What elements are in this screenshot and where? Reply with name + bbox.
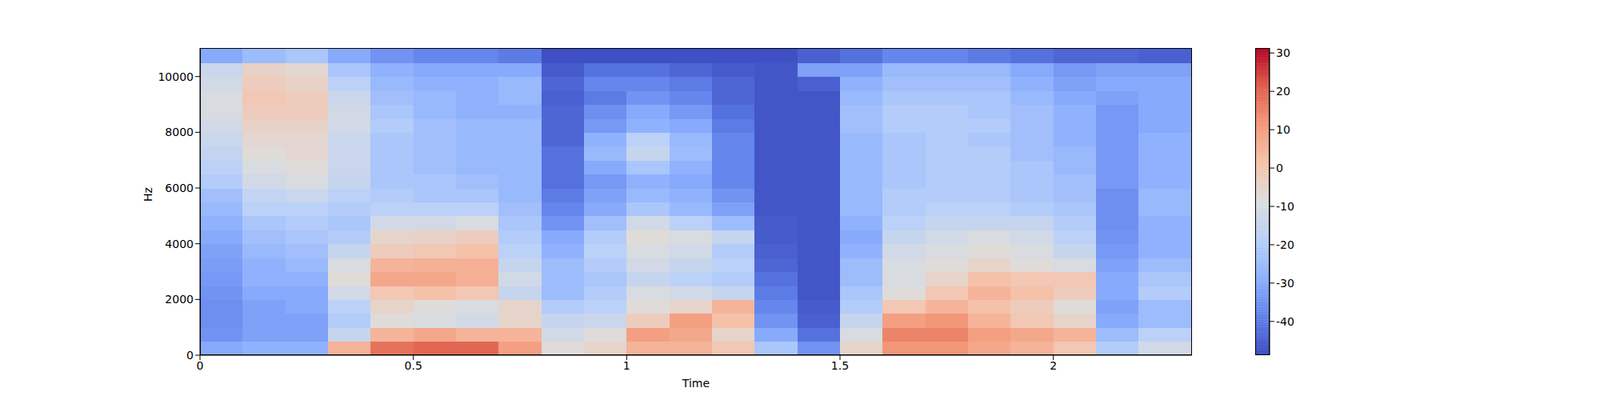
svg-text:20: 20 [1276,84,1291,98]
svg-text:0: 0 [196,359,204,372]
svg-text:-10: -10 [1276,200,1295,213]
svg-text:4000: 4000 [164,237,194,251]
svg-text:0.5: 0.5 [404,359,423,372]
svg-text:0: 0 [1276,161,1284,175]
svg-text:Time: Time [681,376,710,390]
svg-text:2000: 2000 [164,292,194,306]
svg-text:0: 0 [186,348,194,362]
svg-text:-20: -20 [1276,238,1295,252]
svg-text:1: 1 [623,359,631,372]
svg-text:30: 30 [1276,46,1291,60]
svg-text:10: 10 [1276,123,1291,136]
svg-text:-30: -30 [1276,276,1295,290]
svg-text:1.5: 1.5 [831,359,849,372]
svg-text:2: 2 [1049,359,1057,372]
svg-text:Hz: Hz [141,187,155,202]
svg-text:8000: 8000 [164,125,194,139]
svg-text:10000: 10000 [157,70,194,84]
svg-text:-40: -40 [1276,315,1295,328]
svg-text:6000: 6000 [164,181,194,195]
